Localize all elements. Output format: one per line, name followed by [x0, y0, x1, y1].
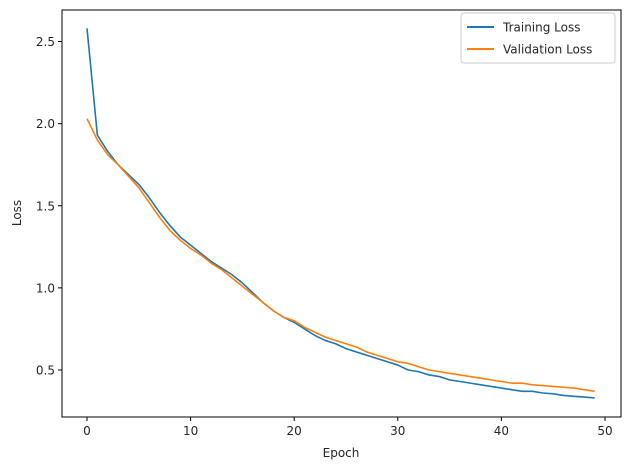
- x-tick-label: 50: [597, 424, 612, 438]
- y-tick-label: 2.0: [36, 117, 55, 131]
- y-axis-label: Loss: [10, 200, 24, 226]
- plot-lines: [86, 28, 595, 399]
- y-tick-label: 1.0: [36, 281, 55, 295]
- legend-label-training: Training Loss: [502, 21, 580, 35]
- y-tick-label: 0.5: [36, 364, 55, 378]
- x-axis-label: Epoch: [323, 446, 360, 460]
- x-tick-label: 40: [494, 424, 509, 438]
- plot-frame: [61, 9, 622, 418]
- x-tick-label: 10: [183, 424, 198, 438]
- legend: Training Loss Validation Loss: [460, 12, 616, 64]
- x-tick-label: 30: [390, 424, 405, 438]
- legend-box: [460, 12, 616, 64]
- y-tick-label: 2.5: [36, 35, 55, 49]
- x-tick-label: 0: [83, 424, 91, 438]
- y-tick-label: 1.5: [36, 199, 55, 213]
- x-axis: 0 10 20 30 40 50: [83, 417, 613, 438]
- legend-label-validation: Validation Loss: [503, 43, 592, 57]
- y-axis: 0.5 1.0 1.5 2.0 2.5: [36, 35, 62, 378]
- series-line-training-loss: [86, 28, 595, 399]
- series-line-validation-loss: [86, 118, 595, 393]
- x-tick-label: 20: [287, 424, 302, 438]
